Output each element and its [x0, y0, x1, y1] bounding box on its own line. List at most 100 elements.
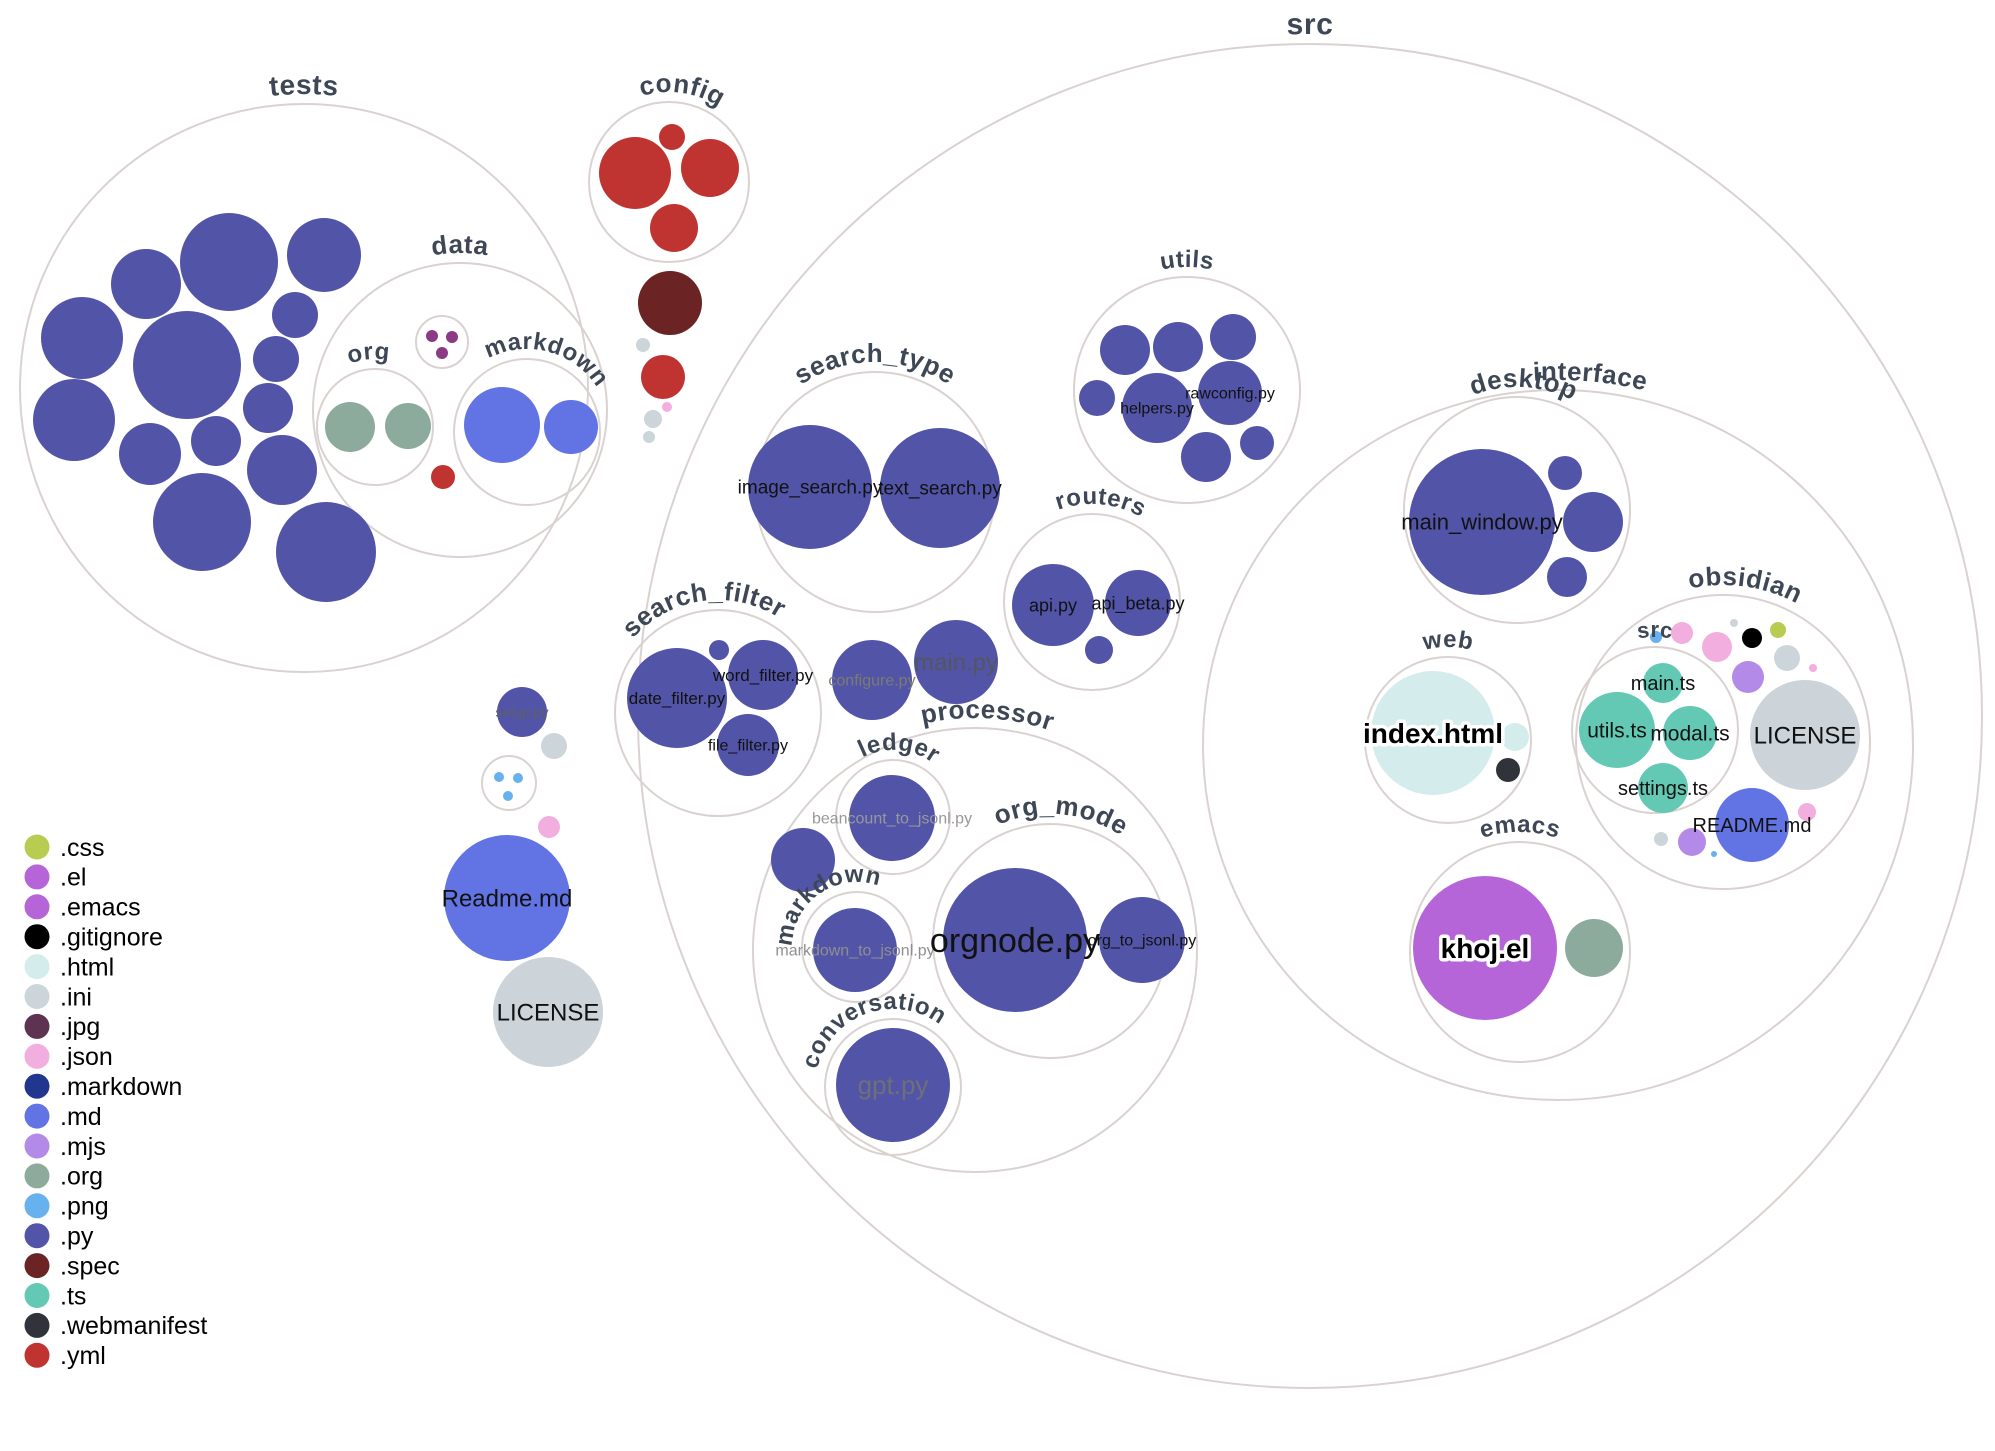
folder-circle-desktop: [1403, 396, 1631, 624]
file-circle-mjs: [1678, 828, 1706, 856]
file-circle-index.html: [1371, 671, 1495, 795]
file-circle-yml: [641, 355, 685, 399]
file-circle-main.py: [914, 620, 998, 704]
file-circle-py: [771, 828, 835, 892]
legend-dot-py: [24, 1223, 50, 1249]
file-label-setup.py: setup.py: [496, 704, 549, 720]
folder-label-text: org_mode: [989, 790, 1133, 841]
file-circle-main_window.py: [1409, 449, 1555, 595]
folder-circle-markdown: [453, 358, 601, 506]
file-circle-html: [1501, 723, 1529, 751]
legend-label-emacs: .emacs: [60, 894, 141, 922]
folder-circle-utils: [1073, 276, 1301, 504]
legend-label-png: .png: [60, 1193, 109, 1221]
file-label-khoj.el: khoj.el: [1441, 933, 1530, 964]
file-circle-json: [1809, 664, 1817, 672]
folder-circle-unnamed: [415, 315, 469, 369]
folder-label-search_filter: search_filter: [616, 576, 792, 643]
file-circle-json: [1702, 632, 1732, 662]
legend-dot-mjs: [24, 1133, 50, 1159]
file-circle-py: [133, 311, 241, 419]
legend-dot-emacs: [24, 894, 50, 920]
legend-dot-html: [24, 954, 50, 980]
file-label-helpers.py: helpers.py: [1120, 401, 1194, 418]
file-circle-configure.py: [832, 640, 912, 720]
file-label-date_filter.py: date_filter.py: [629, 689, 726, 708]
folder-circle-search_filter: [614, 609, 822, 817]
file-circle-ini: [644, 410, 662, 428]
extension-legend: .css.el.emacs.gitignore.html.ini.jpg.jso…: [24, 834, 207, 1370]
legend-label-spec: .spec: [60, 1252, 120, 1280]
file-label-file_filter.py: file_filter.py: [708, 738, 788, 755]
legend-label-json: .json: [60, 1043, 113, 1071]
folder-label-search_type: search_type: [788, 338, 961, 390]
file-circle-beancount_to_jsonl.py: [849, 775, 935, 861]
file-label-text_search.py: text_search.py: [878, 479, 1002, 500]
folder-label-tests: tests: [268, 69, 340, 102]
file-circle-png: [1650, 631, 1662, 643]
folder-label-data: data: [429, 229, 490, 261]
folder-label-text: src: [1636, 617, 1674, 643]
folder-label-config: config: [636, 68, 731, 112]
file-circle-py: [243, 383, 293, 433]
folder-circle-conversation: [824, 1018, 962, 1156]
folder-label-org_mode: org_mode: [989, 790, 1134, 841]
file-circle-py: [1548, 456, 1582, 490]
folder-label-text: config: [636, 68, 730, 112]
file-circle-webmanifest: [1496, 758, 1520, 782]
file-circle-ini: [541, 733, 567, 759]
file-circle-org: [385, 403, 431, 449]
file-circle-yml: [650, 204, 698, 252]
file-circle-Readme.md: [444, 835, 570, 961]
file-circle-py: [119, 423, 181, 485]
legend-label-gitignore: .gitignore: [60, 923, 163, 951]
legend-label-mjs: .mjs: [60, 1133, 106, 1161]
legend-dot-png: [24, 1193, 50, 1219]
folder-label-emacs: emacs: [1476, 811, 1563, 844]
folder-circle-unnamed: [481, 755, 537, 811]
file-label-gpt.py: gpt.py: [858, 1070, 929, 1100]
file-label-settings.ts: settings.ts: [1618, 778, 1708, 800]
file-label-LICENSE: LICENSE: [1754, 722, 1857, 749]
legend-label-ini: .ini: [60, 983, 92, 1011]
folder-circle-routers: [1003, 513, 1181, 691]
file-circle-yml: [431, 465, 455, 489]
legend-label-md: .md: [60, 1103, 102, 1131]
file-label-configure.py: configure.py: [828, 673, 915, 690]
file-circle-py: [1240, 426, 1274, 460]
folder-label-text: search_type: [788, 338, 961, 390]
file-circle-py: [180, 213, 278, 311]
file-circle-file_filter.py: [717, 714, 779, 776]
file-circle-md: [464, 387, 540, 463]
file-circle-word_filter.py: [728, 640, 798, 710]
legend-dot-ts: [24, 1283, 50, 1308]
legend-dot-webmanifest: [24, 1312, 50, 1338]
file-circle-LICENSE: [493, 957, 603, 1067]
legend-dot-gitignore: [24, 924, 50, 950]
legend-label-css: .css: [60, 834, 104, 862]
file-circle-yml: [599, 137, 671, 209]
file-circle-LICENSE: [1750, 680, 1860, 790]
file-label-main.ts: main.ts: [1631, 673, 1695, 695]
file-circle-jpg: [446, 331, 458, 343]
file-circle-py: [276, 502, 376, 602]
file-circle-mjs: [1732, 661, 1764, 693]
file-circle-README.md: [1715, 788, 1789, 862]
file-label-rawconfig.py: rawconfig.py: [1185, 386, 1275, 403]
file-circle-jpg: [426, 330, 438, 342]
file-circle-spec: [638, 271, 702, 335]
folder-label-text: routers: [1052, 483, 1150, 523]
file-circle-yml: [659, 124, 685, 150]
folder-label-text: org: [344, 338, 391, 370]
folder-circle-src: [1571, 646, 1739, 814]
legend-label-jpg: .jpg: [60, 1013, 100, 1041]
legend-label-webmanifest: .webmanifest: [60, 1312, 207, 1340]
folder-label-web: web: [1420, 626, 1476, 656]
file-label-main.py: main.py: [914, 649, 998, 676]
folder-label-text: utils: [1158, 246, 1215, 275]
file-circle-py: [1085, 636, 1113, 664]
file-circle-setup.py: [497, 687, 547, 737]
folder-label-src: src: [1286, 8, 1334, 41]
file-label-README.md: README.md: [1693, 815, 1812, 837]
file-circle-org: [1565, 919, 1623, 977]
